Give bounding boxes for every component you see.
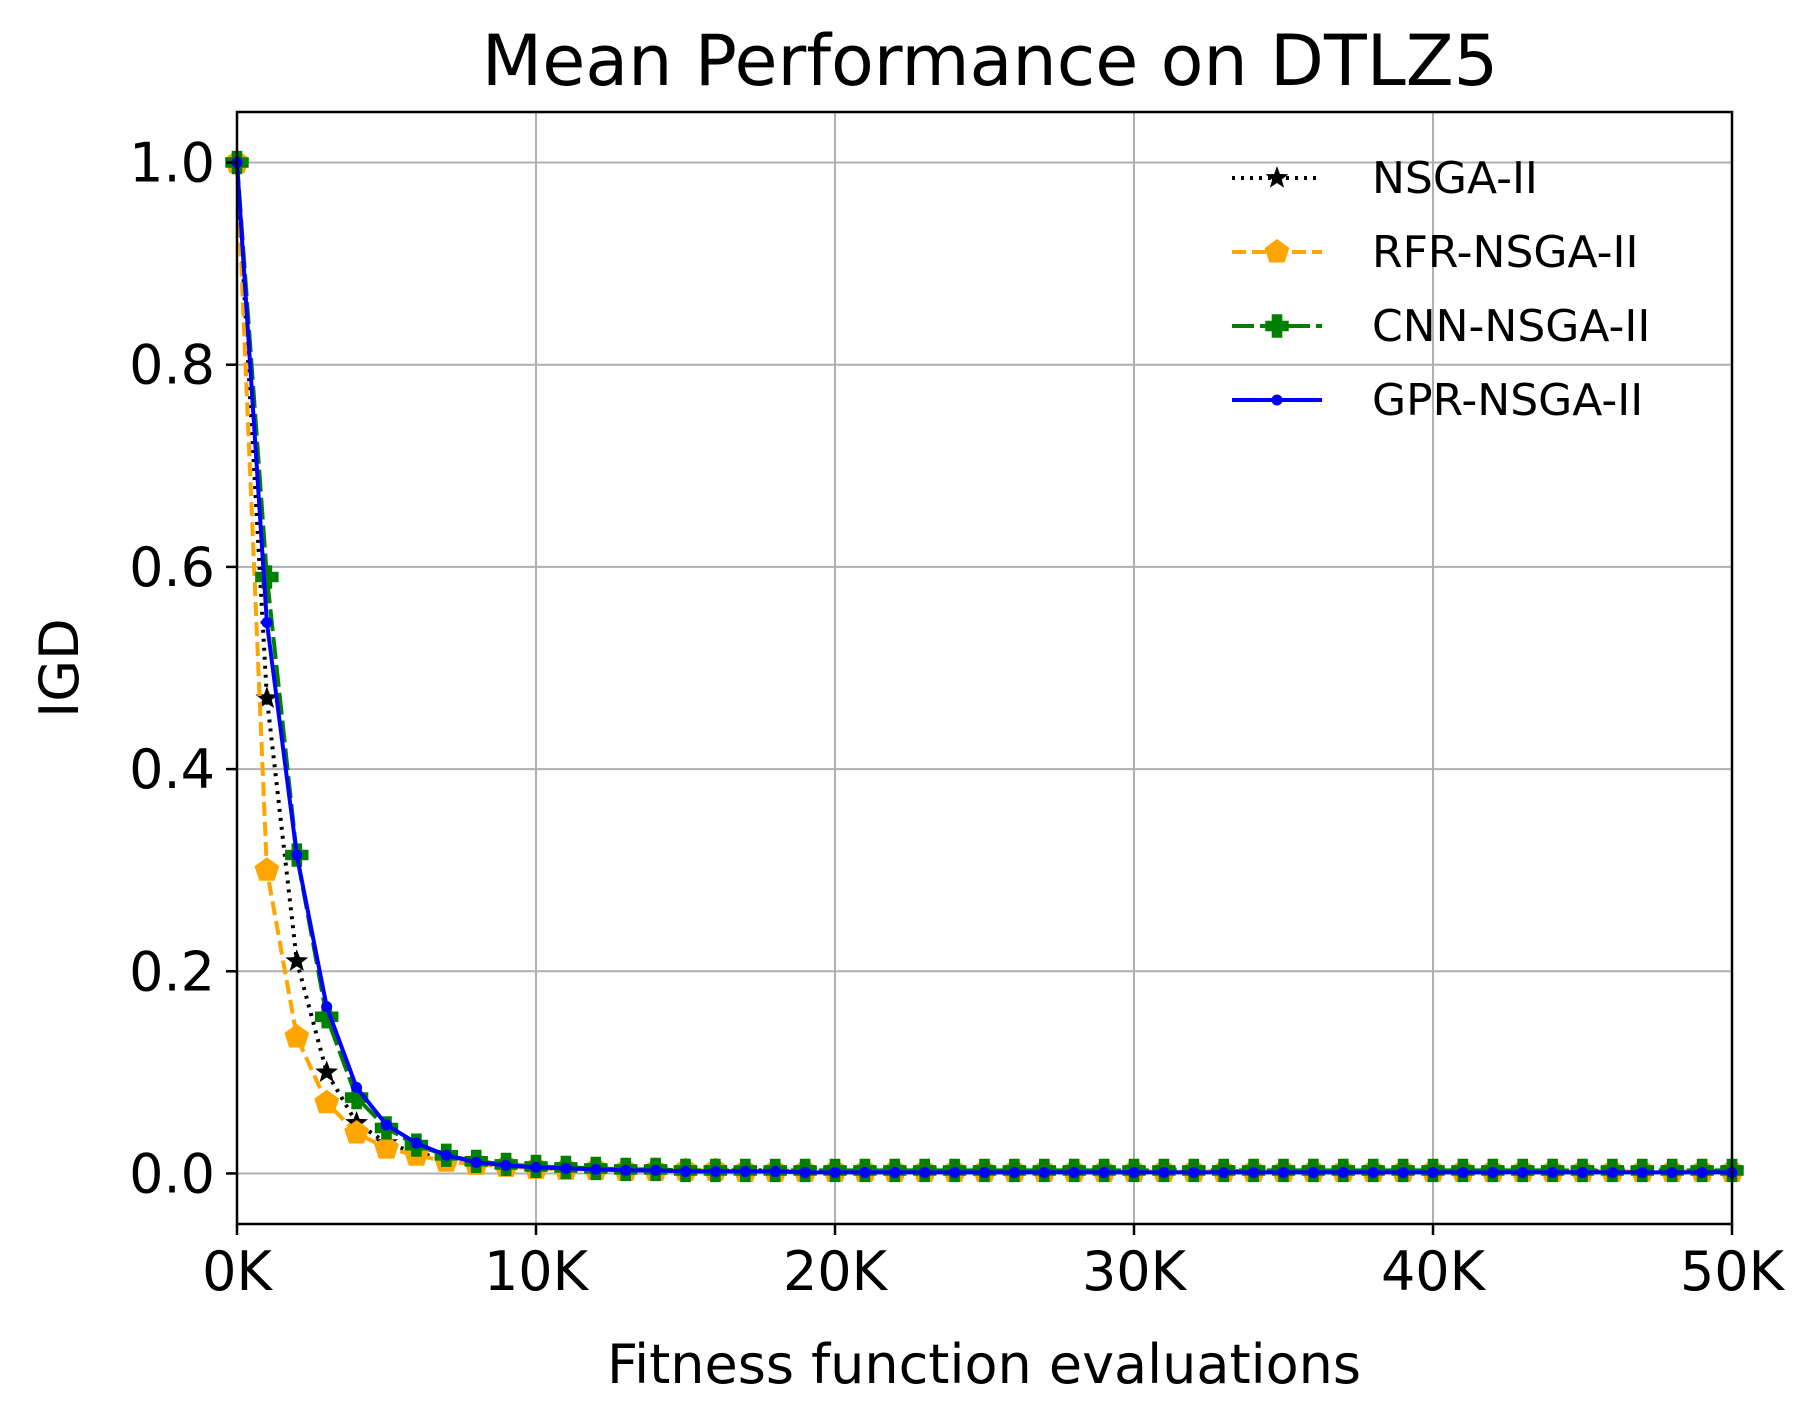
data-point	[1457, 1166, 1469, 1178]
legend: NSGA-II RFR-NSGA-II CNN-NSGA-II GPR-NSGA-II	[1232, 153, 1650, 426]
x-tick-label: 20K	[783, 1240, 889, 1303]
data-point	[1307, 1166, 1319, 1178]
data-point	[315, 1060, 339, 1083]
data-point	[829, 1166, 841, 1178]
data-point	[1278, 1166, 1289, 1178]
legend-label: NSGA-II	[1372, 153, 1538, 204]
legend-item: NSGA-II	[1232, 153, 1538, 204]
data-point	[889, 1166, 901, 1178]
data-point	[1696, 1166, 1708, 1178]
data-point	[1487, 1166, 1499, 1178]
data-point	[1636, 1166, 1648, 1178]
x-tick-label: 50K	[1680, 1240, 1786, 1303]
y-tick-label: 0.6	[129, 536, 215, 599]
data-point	[351, 1082, 363, 1094]
data-point	[254, 857, 280, 881]
data-point	[1038, 1166, 1050, 1178]
legend-label: CNN-NSGA-II	[1372, 301, 1650, 352]
y-axis-label: IGD	[28, 618, 91, 717]
data-point	[261, 617, 273, 629]
data-point	[315, 1005, 339, 1029]
data-point	[410, 1137, 422, 1149]
x-tick-label: 30K	[1082, 1240, 1188, 1303]
y-tick-label: 0.2	[129, 940, 215, 1003]
x-tick-label: 10K	[484, 1240, 590, 1303]
data-point	[1128, 1166, 1140, 1178]
data-point	[1666, 1166, 1678, 1178]
data-point	[1606, 1166, 1618, 1178]
legend-marker	[1265, 166, 1289, 188]
data-point	[1068, 1166, 1080, 1178]
data-point	[590, 1163, 602, 1175]
data-point	[470, 1156, 482, 1168]
data-point	[1337, 1166, 1349, 1178]
data-point	[314, 1089, 340, 1114]
legend-marker	[1271, 394, 1283, 406]
plot-frame	[235, 110, 1734, 1226]
data-point	[799, 1166, 811, 1178]
legend-marker	[1264, 239, 1290, 263]
legend-item: GPR-NSGA-II	[1232, 375, 1643, 426]
y-tick-label: 0.4	[129, 738, 215, 801]
data-point	[344, 1120, 369, 1144]
y-tick-label: 0.8	[129, 334, 215, 397]
y-tick-label: 0.0	[129, 1142, 215, 1205]
data-point	[1427, 1166, 1439, 1178]
data-point	[291, 849, 303, 861]
data-point	[374, 1135, 399, 1159]
legend-label: RFR-NSGA-II	[1372, 227, 1638, 278]
data-point	[1517, 1166, 1529, 1178]
data-point	[1008, 1166, 1020, 1178]
data-point	[255, 565, 279, 589]
axis-ticks: 0K 10K 20K 30K 40K 50K 0.0 0.2 0.4 0.6 0.8 1.0	[129, 132, 1786, 1303]
x-tick-label: 0K	[202, 1240, 273, 1303]
data-point	[680, 1165, 691, 1177]
legend-item: CNN-NSGA-II	[1232, 301, 1650, 352]
y-tick-label: 1.0	[129, 132, 215, 195]
data-point	[1218, 1166, 1230, 1178]
data-point	[500, 1159, 512, 1171]
legend-item: RFR-NSGA-II	[1232, 227, 1638, 278]
series-gpr-nsga-ii	[231, 157, 1738, 1178]
data-point	[1547, 1166, 1559, 1178]
data-point	[769, 1165, 781, 1177]
chart-title: Mean Performance on DTLZ5	[482, 20, 1498, 102]
data-point	[1577, 1166, 1588, 1178]
data-point	[1098, 1166, 1110, 1178]
data-point	[285, 949, 309, 971]
data-point	[560, 1162, 572, 1174]
data-point	[949, 1166, 961, 1178]
data-point	[650, 1164, 662, 1176]
data-point	[739, 1165, 751, 1177]
data-point	[321, 1001, 333, 1013]
data-point	[709, 1165, 721, 1177]
legend-label: GPR-NSGA-II	[1372, 375, 1643, 426]
data-point	[284, 1024, 310, 1048]
data-point	[440, 1149, 452, 1161]
data-point	[919, 1166, 931, 1178]
data-point	[620, 1164, 632, 1176]
data-point	[1367, 1166, 1379, 1178]
x-tick-label: 40K	[1381, 1240, 1487, 1303]
data-point	[1188, 1166, 1200, 1178]
data-point	[1397, 1166, 1409, 1178]
data-point	[530, 1161, 542, 1173]
data-point	[255, 686, 279, 708]
data-point	[344, 1086, 369, 1110]
data-point	[1158, 1166, 1170, 1178]
data-point	[979, 1166, 990, 1178]
legend-marker	[1265, 314, 1289, 338]
x-axis-label: Fitness function evaluations	[607, 1333, 1361, 1396]
data-point	[1248, 1166, 1260, 1178]
data-point	[859, 1166, 871, 1178]
data-point	[381, 1119, 392, 1131]
